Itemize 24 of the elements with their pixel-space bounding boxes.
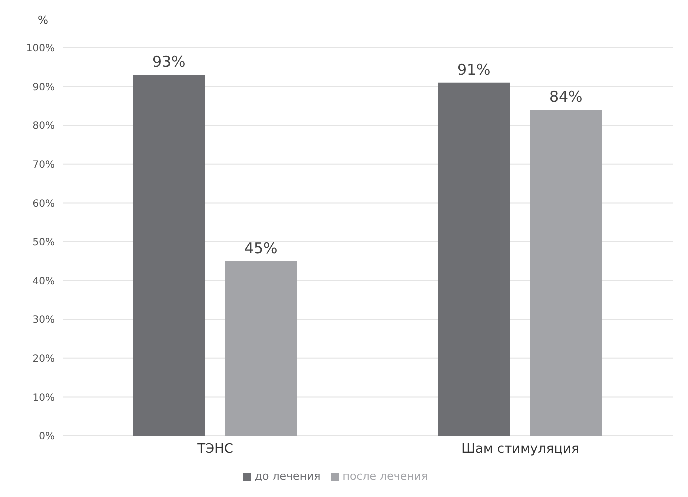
bar <box>530 110 602 436</box>
y-tick-label: 100% <box>26 44 55 55</box>
bar <box>225 261 298 436</box>
legend-label: до лечения <box>254 470 321 483</box>
bar <box>133 75 206 436</box>
y-tick-label: 20% <box>32 354 55 365</box>
y-tick-label: 0% <box>39 432 55 443</box>
y-tick-label: 60% <box>32 198 55 210</box>
y-axis-title: % <box>38 14 48 27</box>
y-tick-label: 70% <box>32 160 55 171</box>
legend-label: после лечения <box>342 470 428 483</box>
data-label: 84% <box>549 88 583 106</box>
y-tick-label: 30% <box>32 315 55 326</box>
bar <box>438 82 510 436</box>
x-tick-label: ТЭНС <box>196 442 234 458</box>
y-tick-label: 10% <box>32 392 55 404</box>
y-tick-label: 90% <box>32 82 55 94</box>
y-tick-label: 50% <box>32 238 55 249</box>
data-label: 93% <box>152 53 186 72</box>
data-label: 91% <box>457 60 491 79</box>
data-label: 45% <box>244 239 278 258</box>
y-tick-label: 40% <box>32 276 55 288</box>
y-tick-label: 80% <box>32 121 55 132</box>
x-tick-label: Шам стимуляция <box>462 442 580 458</box>
